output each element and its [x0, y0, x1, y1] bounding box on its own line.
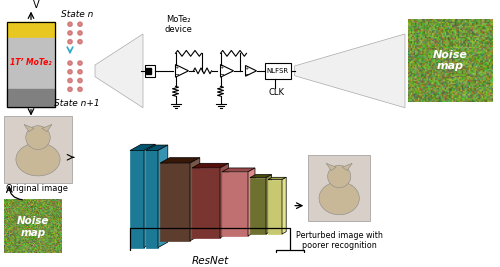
Circle shape: [26, 126, 50, 150]
Polygon shape: [42, 124, 52, 132]
Polygon shape: [144, 144, 155, 248]
Text: ResNet: ResNet: [192, 256, 228, 266]
Ellipse shape: [16, 143, 60, 176]
Bar: [250, 178, 266, 234]
Text: Original image: Original image: [6, 184, 68, 193]
Bar: [160, 163, 190, 241]
Bar: [130, 151, 144, 248]
Polygon shape: [146, 145, 168, 151]
Bar: [7, 22, 55, 107]
Text: CLK: CLK: [269, 88, 285, 97]
Polygon shape: [268, 177, 286, 180]
Polygon shape: [95, 34, 143, 108]
Circle shape: [328, 165, 351, 188]
Text: −: −: [220, 72, 224, 77]
Bar: [222, 172, 248, 236]
Text: 1T’ MoTe₂: 1T’ MoTe₂: [10, 58, 52, 67]
Bar: [268, 180, 282, 234]
Circle shape: [68, 31, 72, 35]
Bar: [192, 168, 220, 238]
Text: +: +: [245, 66, 249, 71]
Circle shape: [68, 70, 72, 74]
Circle shape: [78, 87, 82, 91]
Circle shape: [78, 22, 82, 26]
Polygon shape: [192, 163, 228, 168]
Text: Perturbed image with
poorer recognition: Perturbed image with poorer recognition: [296, 231, 382, 250]
Polygon shape: [246, 65, 256, 76]
Text: −: −: [244, 71, 250, 76]
Polygon shape: [248, 168, 255, 236]
Polygon shape: [220, 65, 234, 77]
Text: State n+1: State n+1: [54, 99, 100, 108]
Bar: [264, 63, 290, 78]
Polygon shape: [158, 145, 168, 248]
Text: NLFSR: NLFSR: [266, 68, 288, 74]
Text: MoTe₂
device: MoTe₂ device: [164, 14, 192, 34]
Circle shape: [68, 40, 72, 44]
Polygon shape: [250, 175, 272, 178]
Polygon shape: [294, 34, 405, 108]
Bar: [7, 89, 55, 107]
Circle shape: [78, 31, 82, 35]
Polygon shape: [342, 163, 352, 171]
Text: State n: State n: [61, 10, 93, 19]
Ellipse shape: [319, 182, 360, 215]
Circle shape: [68, 22, 72, 26]
Polygon shape: [24, 124, 34, 132]
Bar: [145, 65, 155, 77]
Text: +: +: [175, 65, 179, 70]
Polygon shape: [282, 177, 286, 234]
Text: Noise
map: Noise map: [17, 216, 49, 238]
Circle shape: [78, 78, 82, 83]
Circle shape: [78, 61, 82, 65]
Circle shape: [68, 61, 72, 65]
Bar: [4, 116, 72, 183]
Bar: [308, 155, 370, 221]
Polygon shape: [160, 158, 200, 163]
Bar: [7, 38, 55, 89]
Text: V: V: [32, 0, 40, 10]
Text: Noise
map: Noise map: [433, 50, 468, 72]
Circle shape: [68, 78, 72, 83]
Polygon shape: [190, 158, 200, 241]
Polygon shape: [222, 168, 255, 172]
Text: +: +: [220, 65, 224, 70]
Polygon shape: [326, 163, 336, 171]
Bar: [146, 68, 151, 74]
Polygon shape: [266, 175, 272, 234]
Text: −: −: [174, 72, 180, 77]
Polygon shape: [220, 163, 228, 238]
Bar: [7, 22, 55, 38]
Circle shape: [78, 70, 82, 74]
Circle shape: [78, 40, 82, 44]
Polygon shape: [176, 65, 188, 77]
Polygon shape: [130, 144, 155, 151]
Bar: [146, 151, 158, 248]
Circle shape: [68, 87, 72, 91]
